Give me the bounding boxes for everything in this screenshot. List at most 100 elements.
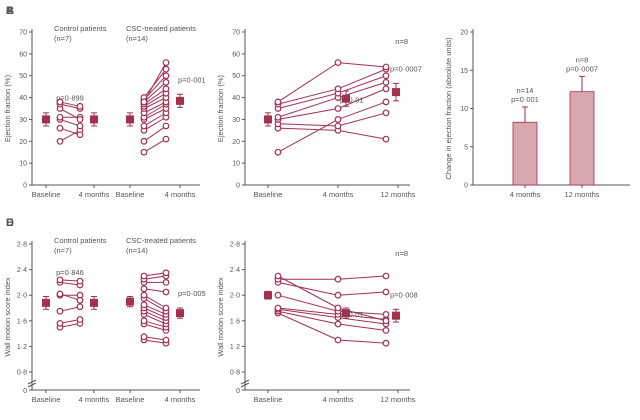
group-label: CSC-treated patients bbox=[126, 236, 196, 245]
data-point bbox=[76, 316, 84, 323]
patient-line bbox=[143, 62, 167, 103]
data-point bbox=[382, 78, 390, 86]
y-tick-label: 40 bbox=[232, 95, 240, 102]
data-point bbox=[162, 135, 170, 143]
y-tick-label: 15 bbox=[460, 68, 468, 75]
x-tick-label: 12 months bbox=[564, 190, 599, 199]
data-point bbox=[56, 98, 64, 106]
x-tick-label: Baseline bbox=[254, 395, 283, 404]
y-tick-label: 1·2 bbox=[230, 344, 240, 351]
y-axis-label: Wall motion score index bbox=[216, 277, 225, 357]
data-point bbox=[56, 276, 64, 284]
x-tick-label: 12 months bbox=[380, 395, 415, 404]
mean-marker bbox=[342, 94, 350, 103]
data-point bbox=[140, 291, 148, 299]
patient-line bbox=[143, 97, 167, 109]
n-annotation: n=8 bbox=[395, 37, 408, 46]
data-point bbox=[162, 269, 170, 277]
data-point bbox=[382, 63, 390, 71]
patient-line bbox=[277, 75, 387, 109]
data-point bbox=[140, 272, 148, 280]
y-tick-label: 70 bbox=[232, 30, 240, 37]
patient-line bbox=[143, 138, 167, 153]
data-point bbox=[56, 307, 64, 315]
x-tick-label: Baseline bbox=[254, 190, 283, 199]
bar bbox=[569, 91, 595, 186]
patient-line bbox=[277, 127, 387, 140]
data-point bbox=[334, 304, 342, 312]
y-tick-label: 2·0 bbox=[230, 293, 240, 300]
mean-marker bbox=[392, 311, 400, 320]
p-value-annotation: p=0·0007 bbox=[390, 64, 422, 73]
data-point bbox=[162, 279, 170, 286]
data-point bbox=[382, 272, 390, 280]
x-tick-label: 12 months bbox=[380, 190, 415, 199]
data-point bbox=[162, 336, 170, 344]
panel-letter: C bbox=[6, 5, 14, 17]
patient-line bbox=[143, 320, 167, 328]
data-point bbox=[382, 339, 390, 347]
data-point bbox=[162, 72, 170, 80]
x-tick-label: 4 months bbox=[79, 395, 110, 404]
mean-marker bbox=[176, 309, 184, 318]
y-tick-label: 10 bbox=[460, 106, 468, 113]
data-point bbox=[56, 290, 64, 298]
panel-a: A Ejection fraction (%) 0 10 20 30 40 50 60 70 Bas… bbox=[3, 5, 206, 199]
patient-line bbox=[143, 92, 167, 107]
patient-line bbox=[143, 112, 167, 127]
mean-marker bbox=[42, 298, 50, 307]
data-point bbox=[140, 137, 148, 145]
patient-line bbox=[143, 275, 167, 280]
data-point bbox=[334, 275, 342, 283]
n-annotation: n=8 bbox=[395, 249, 408, 258]
y-tick-label: 10 bbox=[232, 161, 240, 168]
patient-line bbox=[143, 339, 167, 344]
panel-b: B Ejection fraction (%) 0 10 20 30 40 50 60 70 Bas… bbox=[6, 5, 422, 199]
data-point bbox=[162, 59, 170, 66]
panel-letter: E bbox=[6, 217, 13, 229]
mean-marker bbox=[342, 309, 350, 318]
axis-break-mark bbox=[27, 379, 37, 385]
patient-line bbox=[143, 68, 167, 98]
patient-line bbox=[143, 310, 167, 322]
data-point bbox=[382, 317, 390, 325]
p-value-annotation: p=0·0007 bbox=[566, 64, 598, 73]
p-value-annotation: p=0·846 bbox=[56, 268, 84, 277]
patient-line bbox=[59, 108, 81, 120]
patient-line bbox=[143, 304, 167, 315]
patient-line bbox=[143, 272, 167, 277]
panel-e: E Wall motion score index 0 0·8 1·2 1·6 2·0 2·4… bbox=[6, 217, 418, 404]
group-label: CSC-treated patients bbox=[126, 24, 196, 33]
group-n-label: (n=14) bbox=[126, 34, 148, 43]
axis-break-mark bbox=[27, 382, 37, 388]
patient-line bbox=[143, 81, 167, 103]
panel-letter: B bbox=[6, 5, 14, 17]
patient-line bbox=[277, 62, 387, 103]
axis-break-mark bbox=[240, 379, 250, 385]
mean-marker bbox=[90, 115, 98, 124]
mean-marker bbox=[126, 115, 134, 124]
y-axis-label: Ejection fraction (%) bbox=[3, 74, 12, 142]
data-point bbox=[274, 304, 282, 312]
data-point bbox=[76, 102, 84, 110]
y-tick-label: 60 bbox=[19, 51, 27, 58]
panel-letter: A bbox=[6, 5, 14, 17]
mean-marker bbox=[42, 115, 50, 124]
data-point bbox=[140, 301, 148, 309]
y-tick-label: 0 bbox=[23, 183, 27, 190]
data-point bbox=[56, 113, 64, 121]
data-point bbox=[162, 122, 170, 130]
data-point bbox=[140, 333, 148, 341]
mean-marker bbox=[264, 115, 272, 124]
data-point bbox=[140, 285, 148, 293]
y-tick-label: 1·2 bbox=[17, 344, 27, 351]
patient-line bbox=[59, 293, 81, 301]
data-point bbox=[56, 124, 64, 132]
patient-line bbox=[143, 125, 167, 142]
patient-line bbox=[143, 288, 167, 293]
x-tick-label: Baseline bbox=[116, 395, 145, 404]
data-point bbox=[274, 272, 282, 280]
x-tick-label: 4 months bbox=[165, 395, 196, 404]
patient-line bbox=[59, 129, 81, 142]
x-tick-label: 4 months bbox=[323, 190, 354, 199]
